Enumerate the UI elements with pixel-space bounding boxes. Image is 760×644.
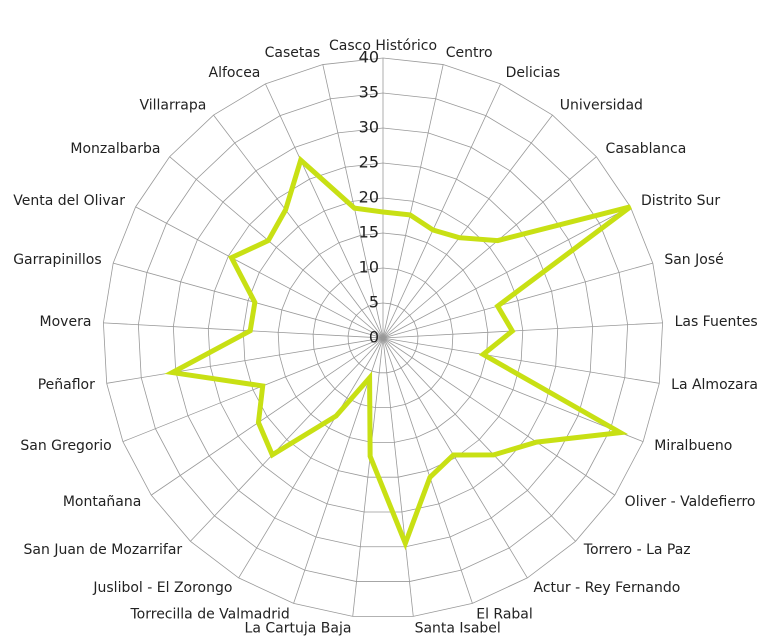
grid-ring <box>103 57 663 617</box>
category-label: Villarrapa <box>139 98 206 114</box>
radial-tick-label: 35 <box>359 83 379 102</box>
spoke <box>238 337 384 579</box>
spoke <box>382 337 615 496</box>
category-label: Oliver - Valdefierro <box>625 494 756 510</box>
spoke <box>382 337 644 443</box>
spoke <box>382 337 660 384</box>
category-label: San Juan de Mozarrifar <box>24 542 183 558</box>
radial-tick-label: 40 <box>359 48 379 67</box>
spoke <box>103 322 384 339</box>
category-label: El Rabal <box>476 607 533 623</box>
spoke <box>135 206 384 339</box>
spoke <box>151 337 384 496</box>
category-label: Santa Isabel <box>415 620 501 636</box>
grid-ring <box>347 302 419 374</box>
category-label: Delicias <box>506 65 561 81</box>
category-label: La Cartuja Baja <box>245 620 352 636</box>
spoke <box>382 206 631 339</box>
category-label: San Gregorio <box>20 438 111 454</box>
spoke <box>382 337 414 617</box>
spoke <box>190 337 384 542</box>
spoke <box>382 83 501 339</box>
radial-tick-label: 30 <box>359 118 379 137</box>
radial-tick-label: 25 <box>359 153 379 172</box>
category-label: Peñaflor <box>38 377 95 393</box>
grid-ring <box>242 197 524 478</box>
category-label: San José <box>664 252 723 268</box>
spoke <box>382 156 597 339</box>
radial-tick-label: 10 <box>359 258 379 277</box>
data-line <box>164 155 632 551</box>
spoke <box>382 322 663 339</box>
spoke <box>382 262 653 339</box>
category-label: La Almozara <box>671 377 758 393</box>
spoke <box>322 64 384 339</box>
category-label: Venta del Olivar <box>13 193 125 209</box>
category-label: Movera <box>40 314 92 330</box>
category-label: Distrito Sur <box>641 193 720 209</box>
category-label: Miralbueno <box>654 438 732 454</box>
category-label: Las Fuentes <box>675 314 758 330</box>
spoke <box>213 114 384 339</box>
grid-ring <box>172 127 594 548</box>
spoke <box>382 114 553 339</box>
spoke <box>382 337 528 579</box>
spoke <box>106 337 384 384</box>
category-label: Casetas <box>265 45 321 61</box>
radial-tick-label: 20 <box>359 188 379 207</box>
spoke <box>352 337 384 617</box>
category-label: Alfocea <box>209 65 261 81</box>
category-label: Torrero - La Paz <box>583 542 691 558</box>
category-label: Montañana <box>63 494 142 510</box>
grid-ring <box>312 267 454 408</box>
radial-tick-label: 15 <box>359 223 379 242</box>
category-label: Casablanca <box>606 141 687 157</box>
category-label: Garrapinillos <box>13 252 101 268</box>
category-label: Actur - Rey Fernando <box>534 580 681 596</box>
grid-ring <box>207 162 559 513</box>
category-label: Centro <box>446 45 493 61</box>
radial-tick-label: 0 <box>369 328 379 347</box>
category-label: Juslibol - El Zorongo <box>92 580 232 596</box>
spoke <box>169 156 384 339</box>
category-label: Monzalbarba <box>70 141 160 157</box>
radial-tick-label: 5 <box>369 293 379 312</box>
category-label: Casco Histórico <box>329 38 437 54</box>
category-label: Torrecilla de Valmadrid <box>130 607 290 623</box>
spoke <box>113 262 384 339</box>
spoke <box>382 337 576 542</box>
grid-ring <box>277 232 489 443</box>
spoke <box>122 337 384 443</box>
category-label: Universidad <box>560 98 643 114</box>
spoke <box>382 64 444 339</box>
spoke <box>265 83 384 339</box>
spoke <box>382 337 473 604</box>
